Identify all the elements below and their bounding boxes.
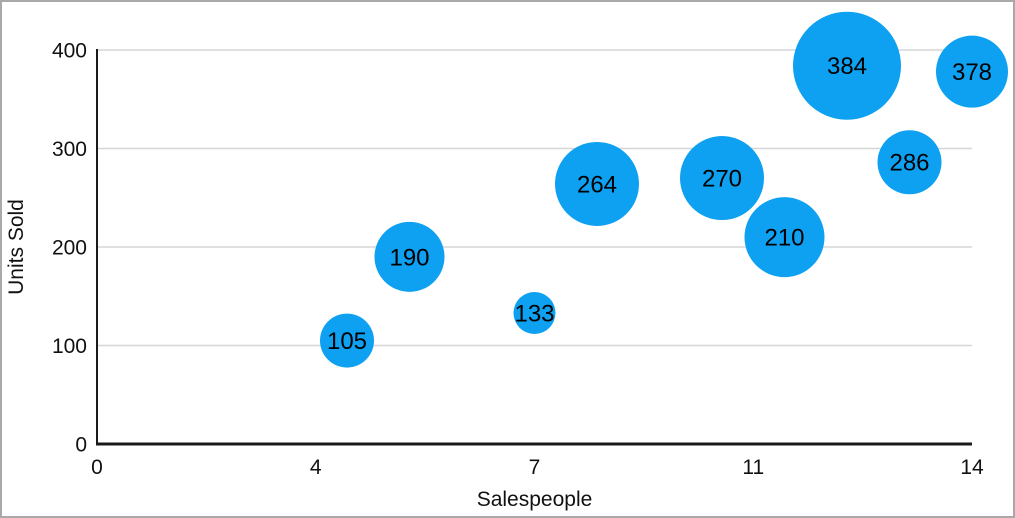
bubble-264[interactable]	[555, 141, 639, 226]
bubble-value-label-384: 384	[827, 53, 867, 80]
bubble-value-label-378: 378	[952, 59, 992, 86]
y-tick-label-200: 200	[52, 237, 87, 260]
bubble-190[interactable]	[374, 221, 445, 292]
bubble-value-label-133: 133	[514, 300, 554, 327]
bubble-286[interactable]	[877, 130, 942, 195]
x-tick-label-11: 11	[742, 456, 764, 479]
bubble-105[interactable]	[320, 313, 374, 368]
bubble-value-label-210: 210	[764, 225, 804, 252]
bubble-value-label-286: 286	[889, 150, 929, 177]
x-axis-title: Salespeople	[477, 488, 593, 511]
bubble-value-label-264: 264	[577, 171, 617, 198]
x-tick-label-0: 0	[91, 456, 103, 479]
bubble-133[interactable]	[513, 291, 556, 334]
bubble-value-label-190: 190	[389, 244, 429, 271]
bubble-270[interactable]	[680, 136, 764, 221]
y-axis-title: Units Sold	[5, 199, 28, 295]
x-tick-label-4: 4	[310, 456, 322, 479]
bubble-value-label-270: 270	[702, 165, 742, 192]
bubble-384[interactable]	[793, 11, 901, 120]
y-tick-label-0: 0	[75, 434, 87, 457]
bubble-value-label-105: 105	[327, 328, 367, 355]
bubble-378[interactable]	[936, 35, 1008, 108]
bubble-210[interactable]	[744, 197, 825, 278]
y-tick-label-300: 300	[52, 138, 87, 161]
y-tick-label-400: 400	[52, 40, 87, 63]
y-tick-label-100: 100	[52, 335, 87, 358]
x-tick-label-7: 7	[529, 456, 541, 479]
x-tick-label-14: 14	[960, 456, 984, 479]
